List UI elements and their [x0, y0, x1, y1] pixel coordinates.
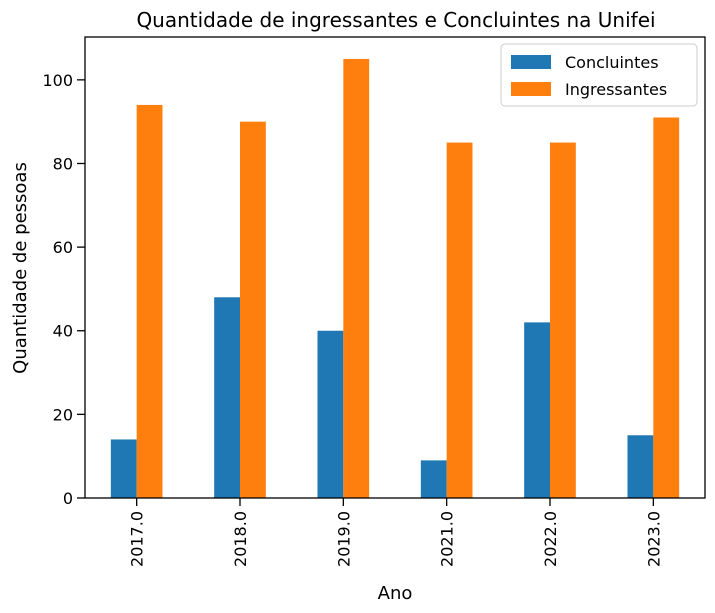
- legend: Concluintes Ingressantes: [500, 43, 698, 107]
- bar-ingressantes-2022.0: [550, 142, 576, 498]
- x-tick-label: 2018.0: [231, 511, 250, 567]
- x-tick-label: 2023.0: [644, 511, 663, 567]
- bar-concluintes-2022.0: [524, 322, 550, 498]
- y-tick-label: 60: [53, 238, 73, 257]
- x-axis-ticks: 2017.0 2018.0 2019.0 2021.0 2022.0 2023.0: [128, 498, 663, 567]
- plot-frame: [84, 36, 706, 499]
- legend-label-concluintes: Concluintes: [565, 53, 659, 72]
- y-tick-label: 80: [53, 154, 73, 173]
- y-axis-label: Quantidade de pessoas: [10, 162, 31, 374]
- chart-title: Quantidade de ingressantes e Concluintes…: [136, 8, 655, 32]
- bar-concluintes-2017.0: [110, 439, 137, 498]
- bar-concluintes-2019.0: [317, 330, 344, 498]
- legend-label-ingressantes: Ingressantes: [565, 80, 667, 99]
- bar-ingressantes-2021.0: [446, 142, 473, 498]
- legend-swatch-ingressantes: [511, 82, 551, 96]
- bar-concluintes-2018.0: [214, 297, 240, 498]
- y-tick-label: 20: [53, 405, 73, 424]
- bar-concluintes-2023.0: [627, 435, 654, 498]
- bar-ingressantes-2018.0: [240, 121, 266, 499]
- bar-ingressantes-2017.0: [136, 104, 163, 498]
- y-tick-label: 100: [42, 71, 73, 90]
- bars-group: [110, 58, 680, 499]
- y-axis-ticks: 0 20 40 60 80 100: [42, 71, 85, 508]
- bar-concluintes-2021.0: [420, 460, 447, 498]
- y-tick-label: 0: [63, 489, 73, 508]
- x-tick-label: 2022.0: [541, 511, 560, 567]
- bar-ingressantes-2019.0: [343, 58, 370, 498]
- bar-ingressantes-2023.0: [653, 117, 680, 498]
- x-tick-label: 2019.0: [334, 511, 353, 567]
- legend-swatch-concluintes: [511, 55, 551, 69]
- y-tick-label: 40: [53, 322, 73, 341]
- x-tick-label: 2017.0: [128, 511, 147, 567]
- x-tick-label: 2021.0: [438, 511, 457, 567]
- x-axis-label: Ano: [378, 583, 413, 604]
